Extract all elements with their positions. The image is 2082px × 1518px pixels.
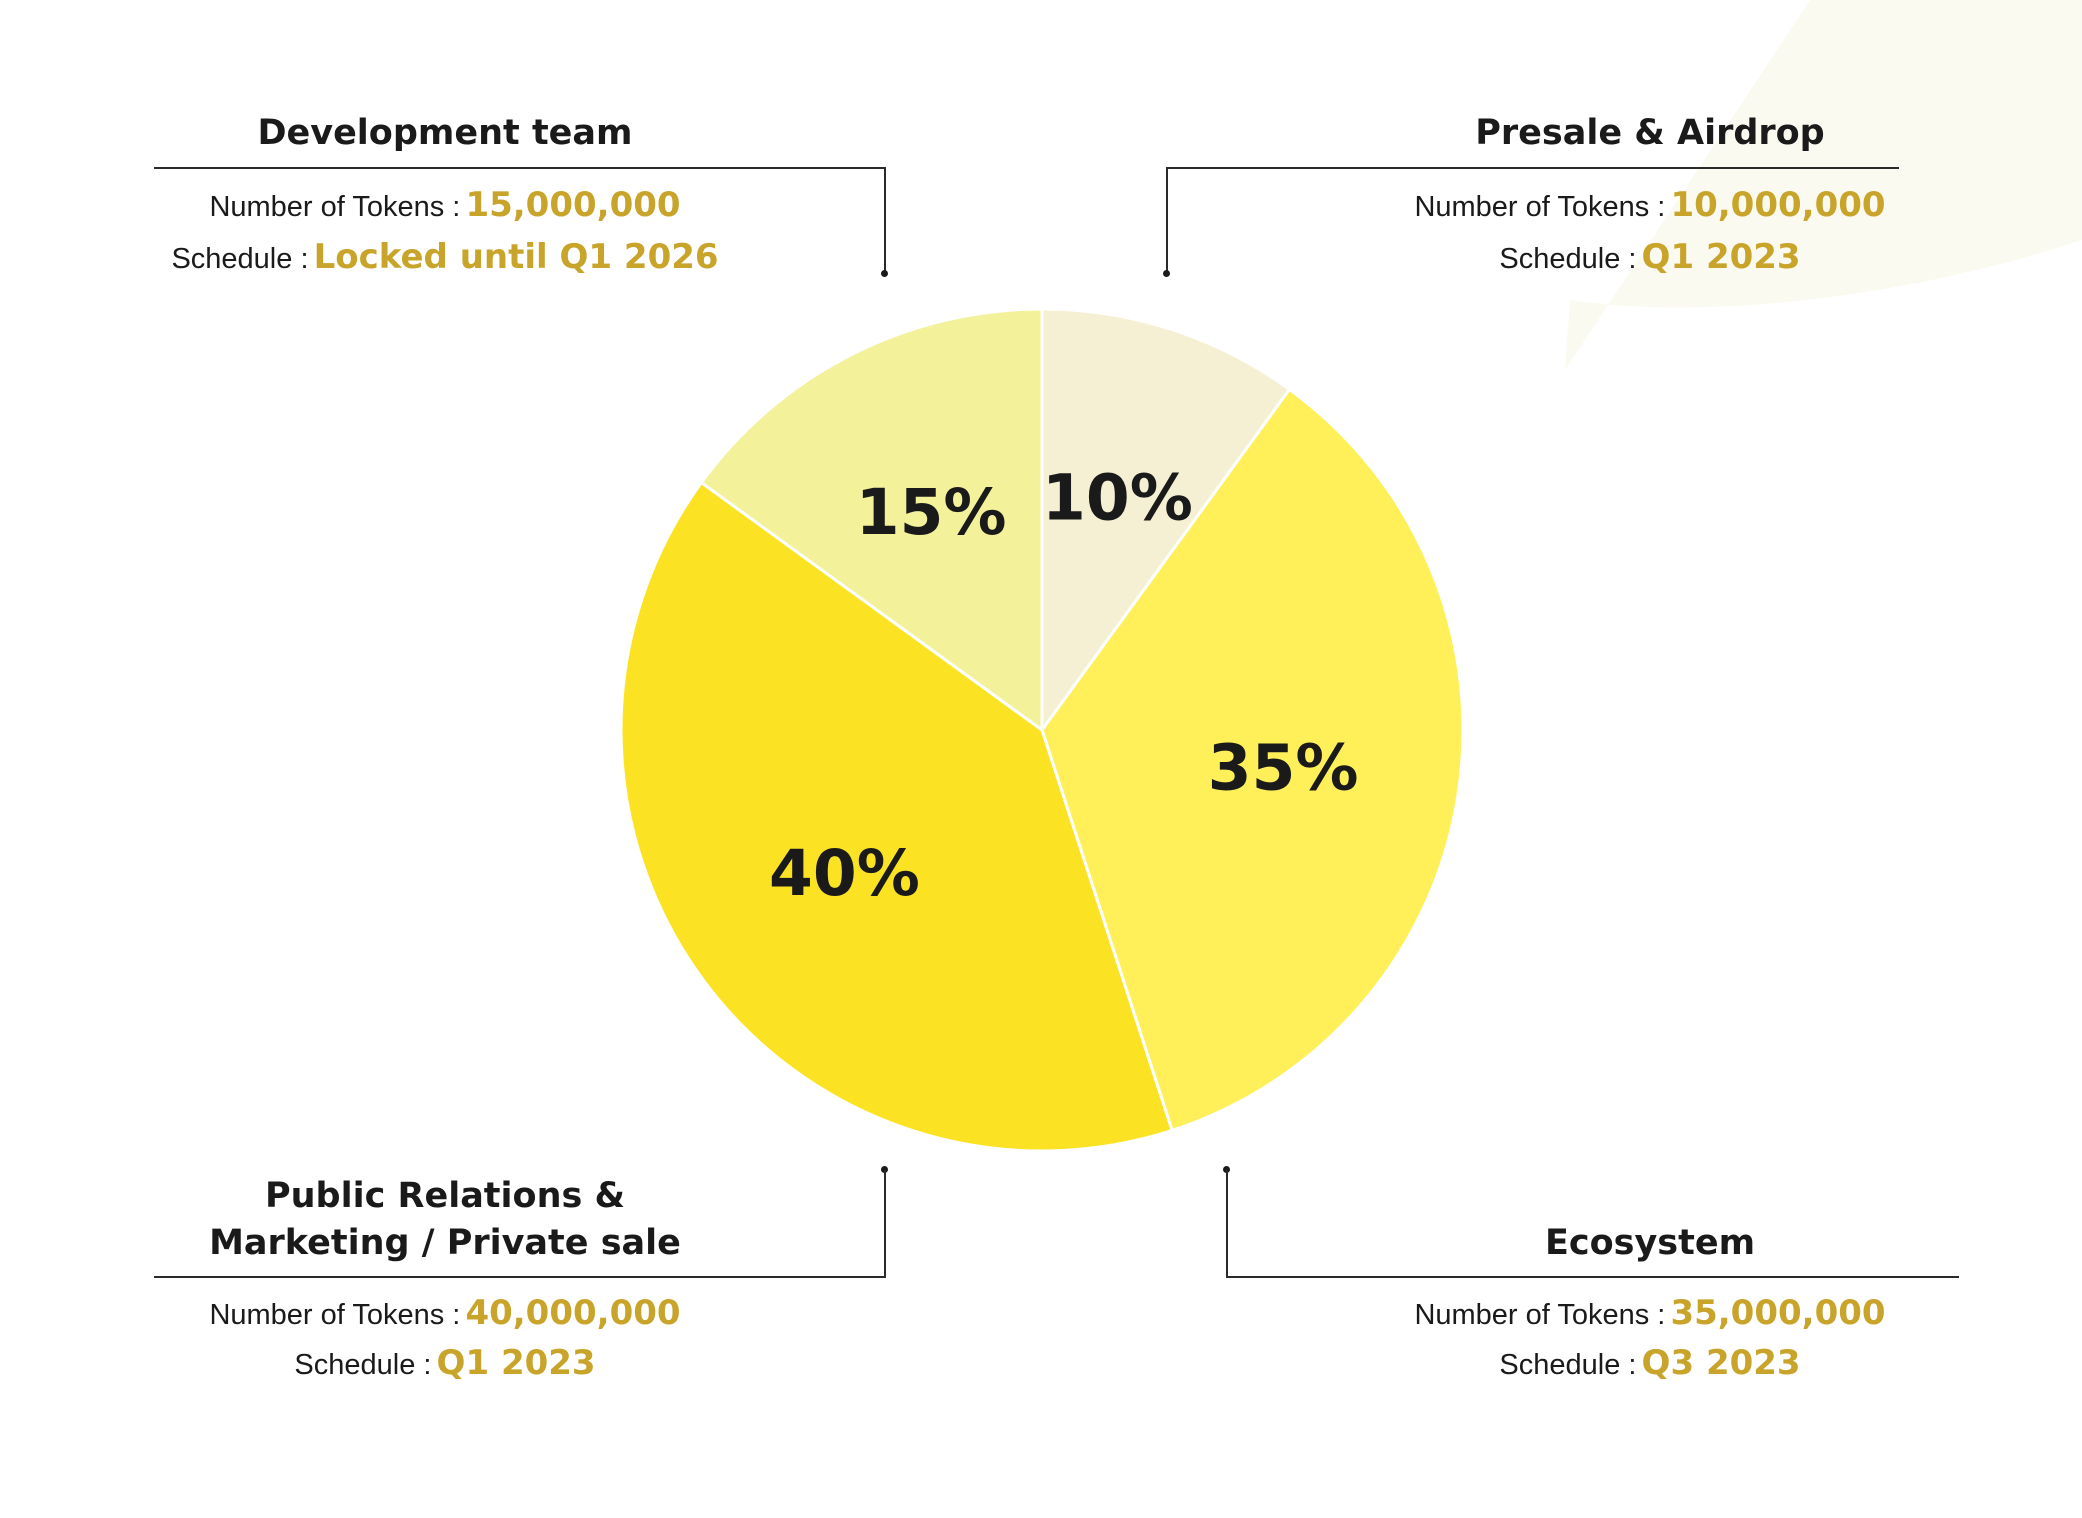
callout-title: Ecosystem — [1544, 1223, 1756, 1263]
slice-value-label: 35% — [1208, 732, 1359, 805]
leader-dot — [881, 270, 888, 277]
leader-dot — [881, 1166, 888, 1173]
leader-line — [884, 167, 886, 273]
pie-slice — [699, 307, 1044, 733]
schedule-row: Schedule : Q1 2023 — [1290, 237, 2010, 277]
leader-dot — [1223, 1166, 1230, 1173]
tokens-row: Number of Tokens : 10,000,000 — [1290, 185, 2010, 225]
tokens-row: Number of Tokens : 40,000,000 — [85, 1293, 805, 1333]
tokens-value: 15,000,000 — [465, 185, 681, 225]
tokens-label: Number of Tokens : — [209, 1299, 461, 1331]
leader-dot — [1163, 270, 1170, 277]
leader-line — [1226, 1170, 1228, 1278]
schedule-label: Schedule : — [1499, 1349, 1637, 1381]
tokens-row: Number of Tokens : 35,000,000 — [1290, 1293, 2010, 1333]
schedule-value: Locked until Q1 2026 — [313, 237, 719, 277]
tokens-label: Number of Tokens : — [1414, 1299, 1666, 1331]
schedule-value: Q3 2023 — [1641, 1343, 1801, 1383]
leader-line — [884, 1170, 886, 1278]
schedule-label: Schedule : — [1499, 243, 1637, 275]
tokens-value: 10,000,000 — [1670, 185, 1886, 225]
pie-slice — [1040, 387, 1465, 1133]
tokens-label: Number of Tokens : — [209, 191, 461, 223]
slice-value-label: 15% — [856, 476, 1007, 549]
callout-title: Development team — [257, 113, 633, 153]
tokens-label: Number of Tokens : — [1414, 191, 1666, 223]
tokens-value: 40,000,000 — [465, 1293, 681, 1333]
schedule-row: Schedule : Q3 2023 — [1290, 1343, 2010, 1383]
callout-title: Presale & Airdrop — [1475, 113, 1825, 153]
leader-line — [154, 167, 886, 169]
leader-line — [154, 1276, 886, 1278]
schedule-label: Schedule : — [294, 1349, 432, 1381]
schedule-row: Schedule : Locked until Q1 2026 — [85, 237, 805, 277]
callout-title-line1: Public Relations & — [264, 1176, 626, 1216]
callout-title-line2: Marketing / Private sale — [209, 1223, 681, 1263]
tokens-row: Number of Tokens : 15,000,000 — [85, 185, 805, 225]
leader-line — [1166, 167, 1899, 169]
pie-slice — [1040, 307, 1292, 735]
pie-slice — [619, 480, 1174, 1153]
tokens-value: 35,000,000 — [1670, 1293, 1886, 1333]
slice-value-label: 10% — [1042, 461, 1193, 534]
schedule-value: Q1 2023 — [436, 1343, 596, 1383]
schedule-value: Q1 2023 — [1641, 237, 1801, 277]
leader-line — [1166, 167, 1168, 273]
schedule-row: Schedule : Q1 2023 — [85, 1343, 805, 1383]
leader-line — [1226, 1276, 1959, 1278]
schedule-label: Schedule : — [171, 243, 309, 275]
slice-value-label: 40% — [769, 837, 920, 910]
